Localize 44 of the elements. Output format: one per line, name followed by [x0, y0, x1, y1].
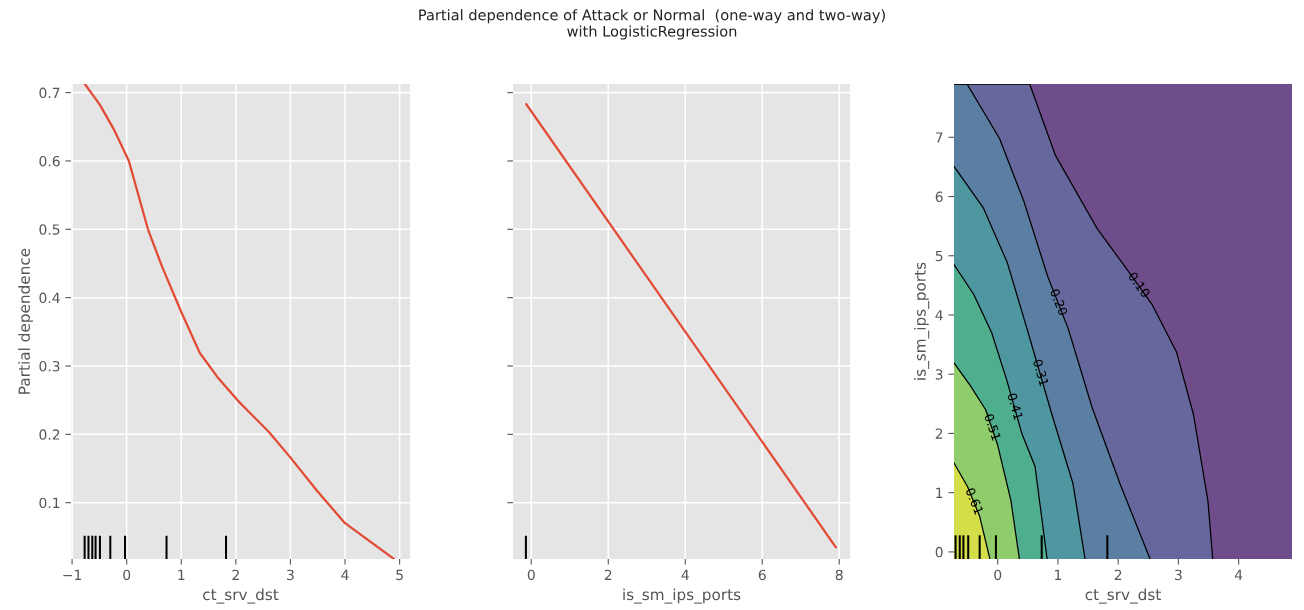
y-tick-label: 0 — [935, 546, 943, 558]
x-tick-label: 2 — [232, 569, 239, 580]
x-tick-label: 0 — [527, 569, 535, 581]
y-tick-label: 0.3 — [39, 360, 60, 372]
x-tick-label: 2 — [604, 569, 612, 580]
text: 0.20 — [1049, 288, 1069, 317]
x-tick-label: 0 — [123, 569, 131, 581]
y-tick-label: 0.2 — [39, 429, 60, 440]
x-tick-label: 4 — [341, 569, 349, 580]
y-tick-label: 7 — [935, 132, 943, 143]
y-tick-label: 6 — [935, 191, 943, 203]
x-tick-label: 3 — [287, 569, 294, 581]
chart-title: Partial dependence of Attack or Normal (one-way and two-way) with LogisticRegression — [419, 9, 885, 40]
x-tick-label: 3 — [1175, 569, 1182, 581]
y-tick-label: 5 — [935, 250, 943, 262]
text: 0.41 — [1007, 392, 1024, 421]
y-tick-label: 1 — [936, 487, 943, 498]
text: 0.61 — [965, 487, 984, 515]
x-tick-label: −1 — [63, 569, 82, 580]
x-tick-label: 8 — [835, 569, 843, 581]
x-tick-label: 6 — [758, 569, 766, 581]
y-tick-label: 4 — [935, 310, 943, 321]
y-tick-label: 2 — [935, 428, 943, 439]
x-tick-label: 2 — [1114, 569, 1122, 580]
y-tick-label: 3 — [935, 369, 943, 380]
x-axis-title: ct_srv_dst — [1085, 588, 1161, 604]
y-tick-label: 0.5 — [39, 224, 60, 235]
x-tick-label: 1 — [1055, 569, 1062, 580]
y-tick-label: 0.1 — [39, 497, 60, 509]
x-tick-label: 4 — [1234, 569, 1243, 580]
y-axis-title: is_sm_ips_ports — [913, 262, 930, 380]
text: 0.51 — [984, 413, 1002, 441]
y-tick-label: 0.6 — [39, 155, 60, 167]
line-series — [84, 84, 395, 559]
y-axis-title: Partial dependence — [18, 248, 33, 394]
x-tick-label: 0 — [994, 569, 1002, 581]
x-tick-label: 4 — [681, 569, 689, 580]
y-tick-label: 0.7 — [39, 87, 60, 99]
x-axis-title: ct_srv_dst — [203, 588, 279, 604]
x-axis-title: is_sm_ips_ports — [623, 588, 741, 604]
text: 0.31 — [1032, 358, 1050, 387]
x-tick-label: 1 — [178, 569, 185, 580]
y-tick-label: 0.4 — [39, 292, 60, 304]
x-tick-label: 5 — [396, 569, 403, 581]
